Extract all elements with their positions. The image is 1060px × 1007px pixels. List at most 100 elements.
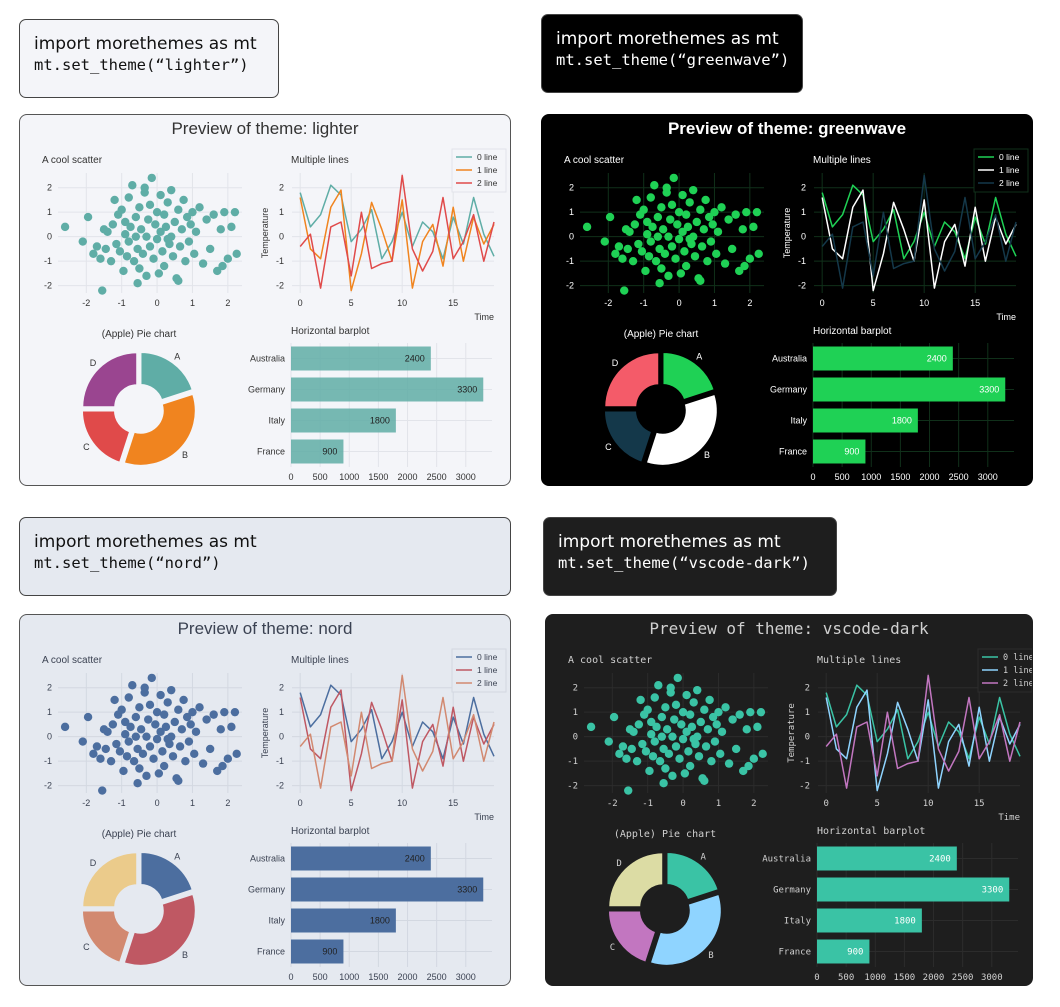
pie-chart: (Apple) Pie chart A B C D: [80, 829, 197, 967]
scatter-point: [671, 700, 681, 710]
bar-germany: [817, 877, 1010, 902]
code-block-greenwave: import morethemes as mt mt.set_theme(“gr…: [541, 14, 803, 93]
scatter-x-tick-label: -1: [118, 798, 126, 808]
pie-slice-b: [122, 392, 197, 467]
bar-germany: [291, 877, 484, 902]
bar-value-label: 2400: [405, 354, 425, 364]
scatter-point: [653, 232, 663, 241]
scatter-point: [668, 732, 677, 741]
scatter-point: [676, 269, 686, 278]
scatter-point: [669, 173, 678, 183]
lines-y-tick-label: 0: [805, 733, 810, 743]
bar-category-label: France: [778, 948, 811, 958]
scatter-point: [674, 234, 684, 244]
preview-panel-nord: Preview of theme: nord A cool scatter -2 -1…: [19, 614, 511, 986]
scatter-point: [749, 754, 759, 763]
scatter-point: [223, 754, 233, 763]
scatter-point: [670, 715, 679, 724]
preview-panel-vscode-dark: Preview of theme: vscode-dark A cool scat…: [545, 614, 1033, 986]
scatter-point: [714, 707, 723, 717]
scatter-point: [198, 759, 208, 768]
scatter-point: [145, 700, 155, 710]
scatter-point: [694, 752, 704, 761]
lines-series-2: [821, 174, 1017, 289]
bar-value-label: 3300: [979, 385, 999, 395]
scatter-point: [690, 252, 700, 261]
bar-x-tick-label: 1000: [864, 973, 886, 983]
lines-legend-label: 0 line: [477, 152, 498, 162]
scatter-point: [140, 183, 149, 192]
bar-chart: Horizontal barplot 0 500 1000 1500 2000 2500 30…: [762, 826, 1018, 983]
scatter-point: [124, 237, 133, 246]
scatter-point: [136, 725, 146, 734]
scatter-point: [731, 744, 741, 754]
lines-x-axis-label: Time: [998, 813, 1020, 823]
scatter-point: [655, 279, 664, 288]
scatter-point: [614, 242, 624, 251]
scatter-point: [227, 722, 236, 732]
bar-australia: [817, 846, 957, 871]
lines-legend-label: 1 line: [477, 165, 498, 175]
scatter-point: [156, 227, 165, 236]
preview-title: Preview of theme: lighter: [171, 119, 359, 138]
scatter-point: [78, 737, 87, 746]
scatter-point: [161, 222, 171, 232]
pie-slice-a: [139, 350, 195, 402]
scatter-point: [152, 707, 162, 717]
bar-x-tick-label: 1500: [368, 972, 388, 982]
scatter-point: [119, 266, 128, 276]
scatter-point: [122, 752, 132, 761]
scatter-chart: A cool scatter -2 -1 0 1 2 -2 -1 0 1 2: [42, 655, 242, 808]
scatter-point: [133, 744, 142, 754]
scatter-point: [175, 242, 185, 251]
bar-x-tick-label: 1500: [890, 472, 910, 482]
pie-chart: (Apple) Pie chart A B C D: [80, 329, 197, 467]
scatter-point: [661, 703, 670, 712]
scatter-point: [170, 217, 179, 227]
lines-series-1: [821, 189, 1017, 292]
scatter-point: [232, 749, 241, 759]
scatter-point: [634, 239, 643, 249]
lines-x-tick-label: 0: [820, 298, 825, 308]
scatter-point: [687, 722, 697, 732]
lines-legend-label: 2 line: [477, 178, 498, 188]
scatter-point: [168, 752, 178, 761]
bar-chart: Horizontal barplot 0 500 1000 1500 2000 2500 30…: [770, 326, 1014, 482]
scatter-point: [218, 261, 227, 271]
scatter-point: [209, 710, 218, 719]
lines-legend-label: 1 line: [999, 165, 1020, 175]
scatter-point: [700, 776, 709, 785]
scatter-point: [749, 222, 758, 232]
scatter-point: [96, 754, 105, 763]
scatter-point: [98, 786, 107, 795]
scatter-y-tick-label: -1: [44, 256, 52, 266]
scatter-point: [724, 215, 733, 224]
scatter-point: [108, 220, 118, 229]
bar-title: Horizontal barplot: [291, 826, 370, 837]
lines-y-axis-label: Temperature: [260, 708, 270, 759]
scatter-y-tick-label: -2: [44, 781, 52, 791]
scatter-point: [115, 247, 125, 256]
scatter-point: [218, 761, 227, 771]
scatter-x-tick-label: -2: [607, 799, 618, 809]
scatter-point: [154, 769, 164, 778]
bar-category-label: Germany: [248, 885, 286, 895]
scatter-point: [693, 685, 702, 695]
scatter-x-tick-label: 0: [155, 798, 160, 808]
scatter-point: [195, 703, 204, 712]
bar-italy: [291, 908, 396, 933]
scatter-point: [636, 695, 645, 705]
lines-y-axis-label: Temperature: [787, 703, 797, 763]
bar-category-label: France: [257, 447, 285, 457]
scatter-point: [699, 225, 709, 234]
scatter-point: [662, 725, 672, 734]
bar-title: Horizontal barplot: [817, 826, 925, 837]
lines-y-tick-label: -1: [276, 256, 284, 266]
scatter-point: [167, 685, 176, 695]
scatter-point: [680, 769, 690, 778]
pie-slice-d: [607, 851, 665, 909]
scatter-point: [131, 232, 141, 241]
scatter-point: [181, 256, 190, 266]
scatter-point: [121, 217, 130, 227]
